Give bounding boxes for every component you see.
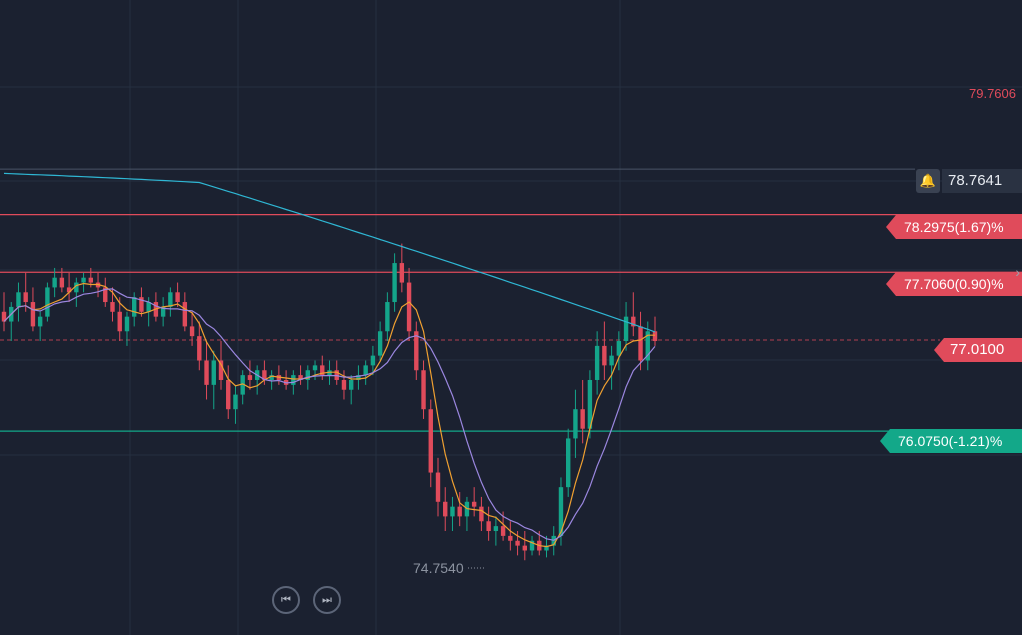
candle-body (508, 535, 513, 541)
candle-body (385, 302, 390, 332)
candle-body (262, 370, 267, 380)
upper-level-tag[interactable]: 78.2975(1.67)% (886, 215, 1022, 239)
candle-body (587, 379, 593, 429)
ma-medium-line (3, 288, 656, 541)
candle-body (74, 282, 79, 293)
candle-body (124, 316, 130, 332)
candle-body (197, 336, 202, 361)
candle-body (500, 526, 506, 536)
bell-icon[interactable]: 🔔 (916, 169, 940, 193)
candle-body (594, 345, 600, 380)
candle-body (312, 365, 318, 371)
candle-body (103, 287, 108, 303)
candle-body (602, 345, 607, 366)
candle-body (493, 526, 499, 532)
candle-body (110, 302, 115, 312)
lower-level-tag[interactable]: 76.0750(-1.21)% (880, 429, 1022, 453)
candle-body (1, 311, 7, 322)
candle-body (59, 277, 65, 288)
chevron-right-icon[interactable]: › (1015, 264, 1020, 280)
candle-body (320, 365, 325, 376)
candle-body (566, 438, 571, 488)
candle-body (16, 292, 21, 307)
candle-body (23, 292, 28, 303)
candle-body (421, 370, 426, 410)
candle-body (450, 506, 455, 517)
candle-body (52, 277, 57, 288)
candle-body (392, 263, 397, 303)
candle-body (349, 379, 354, 390)
candle-body (428, 409, 433, 473)
ma-short-line (3, 282, 655, 548)
candle-body (363, 365, 368, 376)
candle-body (573, 409, 578, 439)
candle-body (117, 311, 122, 332)
candle-body (139, 297, 144, 312)
candle-body (638, 326, 643, 361)
candle-body (168, 292, 173, 307)
candle-body (435, 472, 441, 502)
candle-body (616, 341, 622, 356)
candle-body (356, 375, 361, 380)
candle-body (88, 277, 93, 283)
candle-body (146, 302, 151, 312)
candle-body (182, 302, 188, 327)
candle-body (291, 375, 296, 385)
candle-body (66, 287, 72, 293)
axis-top-price-label: 79.7606 (969, 86, 1016, 101)
candle-body (471, 501, 477, 507)
candle-body (631, 316, 636, 327)
candle-body (37, 316, 43, 327)
candle-body (443, 501, 448, 517)
candle-body (247, 375, 253, 380)
candle-body (305, 370, 310, 380)
candle-body (414, 331, 419, 371)
candle-body (341, 379, 347, 390)
candle-body (175, 292, 180, 303)
candle-body (479, 506, 484, 522)
candle-body (211, 360, 216, 385)
candle-body (160, 306, 166, 317)
ma-long-line (3, 172, 656, 333)
candle-body (486, 521, 491, 532)
candle-body (269, 375, 274, 380)
candle-body (218, 360, 224, 380)
candle-body (189, 326, 195, 337)
candle-body (370, 355, 376, 366)
candle-body (132, 297, 137, 317)
candle-body (204, 360, 209, 385)
candle-body (652, 331, 658, 342)
candle-body (30, 302, 36, 327)
candle-body (240, 375, 245, 395)
candle-body (81, 277, 86, 283)
candle-body (623, 316, 629, 342)
candle-body (233, 394, 238, 410)
candle-body (457, 506, 462, 517)
candle-body (609, 355, 614, 366)
middle-level-tag[interactable]: 77.7060(0.90)% (886, 272, 1022, 296)
candle-body (226, 379, 231, 410)
candle-body (515, 540, 520, 546)
current-price-tag: 77.0100 (934, 338, 1022, 362)
candle-body (580, 409, 585, 429)
candle-body (406, 282, 412, 332)
candle-body (377, 331, 383, 356)
candle-body (645, 331, 650, 361)
candle-body (558, 487, 564, 536)
skip-back-button[interactable]: ⏮ (272, 586, 300, 614)
alert-price-label: 78.7641 (942, 169, 1022, 193)
candle-body (522, 545, 527, 551)
candle-body (544, 545, 549, 551)
candle-body (399, 263, 405, 283)
low-price-marker: 74.7540 (413, 560, 464, 576)
skip-forward-button[interactable]: ⏭ (313, 586, 341, 614)
candle-body (45, 287, 50, 317)
candle-body (298, 375, 303, 380)
candle-body (529, 540, 535, 551)
